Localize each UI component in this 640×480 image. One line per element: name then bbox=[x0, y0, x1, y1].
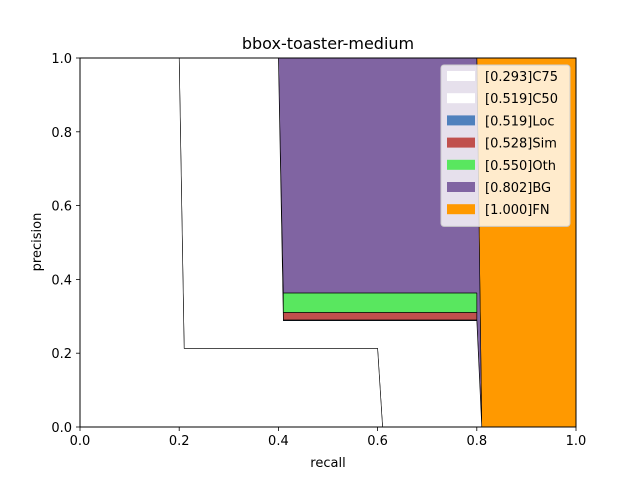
legend-label-sim: [0.528]Sim bbox=[485, 137, 557, 152]
x-tick-label: 0.0 bbox=[70, 434, 91, 449]
x-tick-label: 0.6 bbox=[367, 434, 388, 449]
y-axis-label: precision bbox=[30, 213, 45, 272]
x-tick-label: 0.4 bbox=[268, 434, 289, 449]
legend-label-bg: [0.802]BG bbox=[485, 181, 551, 196]
y-tick-label: 0.8 bbox=[51, 126, 72, 141]
y-tick-label: 0.4 bbox=[51, 273, 72, 288]
y-tick-label: 0.0 bbox=[51, 421, 72, 436]
legend: [0.293]C75 [0.519]C50 [0.519]Loc [0.528]Sim… bbox=[440, 64, 571, 227]
legend-label-c75: [0.293]C75 bbox=[485, 70, 558, 85]
legend-swatch-bg bbox=[447, 182, 475, 192]
y-axis: 0.0 0.2 0.4 0.6 0.8 1.0 bbox=[51, 52, 80, 436]
x-tick-label: 1.0 bbox=[566, 434, 587, 449]
x-axis: 0.0 0.2 0.4 0.6 0.8 1.0 bbox=[70, 427, 587, 449]
legend-swatch-loc bbox=[447, 115, 475, 126]
legend-label-loc: [0.519]Loc bbox=[485, 114, 554, 129]
legend-swatch-c50 bbox=[447, 93, 475, 104]
area-sim bbox=[283, 312, 478, 321]
x-tick-label: 0.2 bbox=[169, 434, 190, 449]
x-axis-label: recall bbox=[310, 456, 345, 471]
plot-areas bbox=[79, 57, 577, 428]
legend-swatch-c75 bbox=[447, 71, 475, 81]
legend-label-fn: [1.000]FN bbox=[485, 203, 550, 218]
x-tick-label: 0.8 bbox=[466, 434, 487, 449]
y-tick-label: 0.6 bbox=[51, 200, 72, 215]
legend-swatch-oth bbox=[447, 159, 475, 170]
chart-title: bbox-toaster-medium bbox=[242, 34, 414, 53]
legend-swatch-sim bbox=[447, 137, 475, 148]
plot-frame bbox=[79, 57, 577, 428]
area-oth bbox=[283, 292, 478, 313]
legend-label-c50: [0.519]C50 bbox=[485, 92, 558, 107]
y-tick-label: 1.0 bbox=[51, 52, 72, 67]
legend-swatch-fn bbox=[447, 204, 475, 215]
legend-label-oth: [0.550]Oth bbox=[485, 159, 556, 174]
y-tick-label: 0.2 bbox=[51, 347, 72, 362]
